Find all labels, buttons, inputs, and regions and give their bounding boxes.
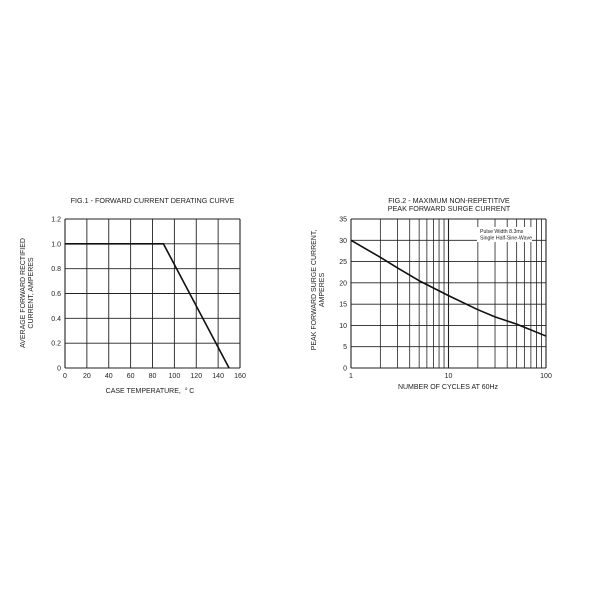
fig1-x-tick-label: 60 [127, 373, 135, 380]
fig2-x-tick-label: 10 [445, 373, 453, 380]
fig1-x-tick-label: 160 [234, 373, 246, 380]
fig2-x-tick-labels: 1 10 100 [349, 373, 552, 380]
fig2-y-axis-label-line2: AMPERES [319, 273, 326, 308]
fig1-x-axis-label: CASE TEMPERATURE, o C [106, 385, 195, 395]
fig1-y-tick-label: 1.2 [51, 217, 61, 224]
fig2-y-axis-label: PEAK FORWARD SURGE CURRENT, AMPERES [311, 230, 326, 351]
fig1-x-tick-label: 20 [83, 373, 91, 380]
fig1-y-tick-label: 0.4 [51, 316, 61, 323]
fig1-title: FIG.1 - FORWARD CURRENT DERATING CURVE [71, 196, 235, 205]
fig2-y-axis-label-line1: PEAK FORWARD SURGE CURRENT, [311, 230, 318, 351]
fig1-x-axis-label-main: CASE TEMPERATURE, [106, 388, 181, 395]
fig2-y-tick-labels: 0 5 10 15 20 25 30 35 [339, 217, 347, 373]
fig2-y-tick-label: 25 [339, 259, 347, 266]
fig1-x-tick-label: 120 [190, 373, 202, 380]
fig2-annotation-line1: Pulse Width 8.3ms [480, 229, 524, 235]
fig1-chart: FIG.1 - FORWARD CURRENT DERATING CURVE 0… [20, 196, 246, 395]
fig2-x-axis-label: NUMBER OF CYCLES AT 60Hz [398, 384, 499, 391]
fig1-grid [64, 218, 241, 369]
fig2-annotation-box [477, 227, 532, 242]
fig1-x-axis-label-unit: C [189, 388, 194, 395]
fig1-y-tick-labels: 0 0.2 0.4 0.6 0.8 1.0 1.2 [51, 217, 61, 373]
fig1-series [65, 243, 230, 369]
fig2-annotation-line2: Single Half-Sine-Wave [480, 236, 532, 242]
fig2-series-line [350, 239, 547, 337]
fig2-y-tick-label: 5 [343, 344, 347, 351]
fig1-x-axis-label-sup: o [185, 386, 188, 391]
fig2-y-tick-label: 30 [339, 238, 347, 245]
fig1-x-tick-label: 0 [63, 373, 67, 380]
fig2-y-tick-label: 0 [343, 366, 347, 373]
fig2-x-tick-label: 100 [540, 373, 552, 380]
fig2-y-tick-label: 20 [339, 280, 347, 287]
fig1-y-axis-label-line2: CURRENT, AMPERES [28, 257, 35, 329]
fig1-y-axis-label-line1: AVERAGE FORWARD RECTIFIED [20, 238, 27, 348]
fig1-y-tick-label: 0.6 [51, 291, 61, 298]
fig2-x-tick-label: 1 [349, 373, 353, 380]
fig2-series [350, 239, 547, 337]
fig1-y-axis-label: AVERAGE FORWARD RECTIFIED CURRENT, AMPER… [20, 238, 35, 348]
fig1-x-tick-label: 40 [105, 373, 113, 380]
fig1-x-tick-label: 100 [169, 373, 181, 380]
fig1-y-tick-label: 0.2 [51, 341, 61, 348]
fig1-y-tick-label: 0 [57, 366, 61, 373]
fig2-title-line2: PEAK FORWARD SURGE CURRENT [388, 204, 511, 213]
fig1-x-tick-label: 80 [149, 373, 157, 380]
fig2-chart: FIG.2 - MAXIMUM NON-REPETITIVE PEAK FORW… [311, 196, 552, 391]
fig1-x-tick-label: 140 [212, 373, 224, 380]
fig2-y-tick-label: 35 [339, 217, 347, 224]
fig1-y-tick-label: 1.0 [51, 241, 61, 248]
fig1-series-line [65, 243, 230, 369]
fig1-x-tick-labels: 0 20 40 60 80 100 120 140 160 [63, 373, 246, 380]
fig1-y-tick-label: 0.8 [51, 266, 61, 273]
fig2-y-tick-label: 10 [339, 323, 347, 330]
fig2-y-tick-label: 15 [339, 302, 347, 309]
fig2-title-line1: FIG.2 - MAXIMUM NON-REPETITIVE [388, 196, 510, 205]
fig2-grid [350, 218, 547, 369]
